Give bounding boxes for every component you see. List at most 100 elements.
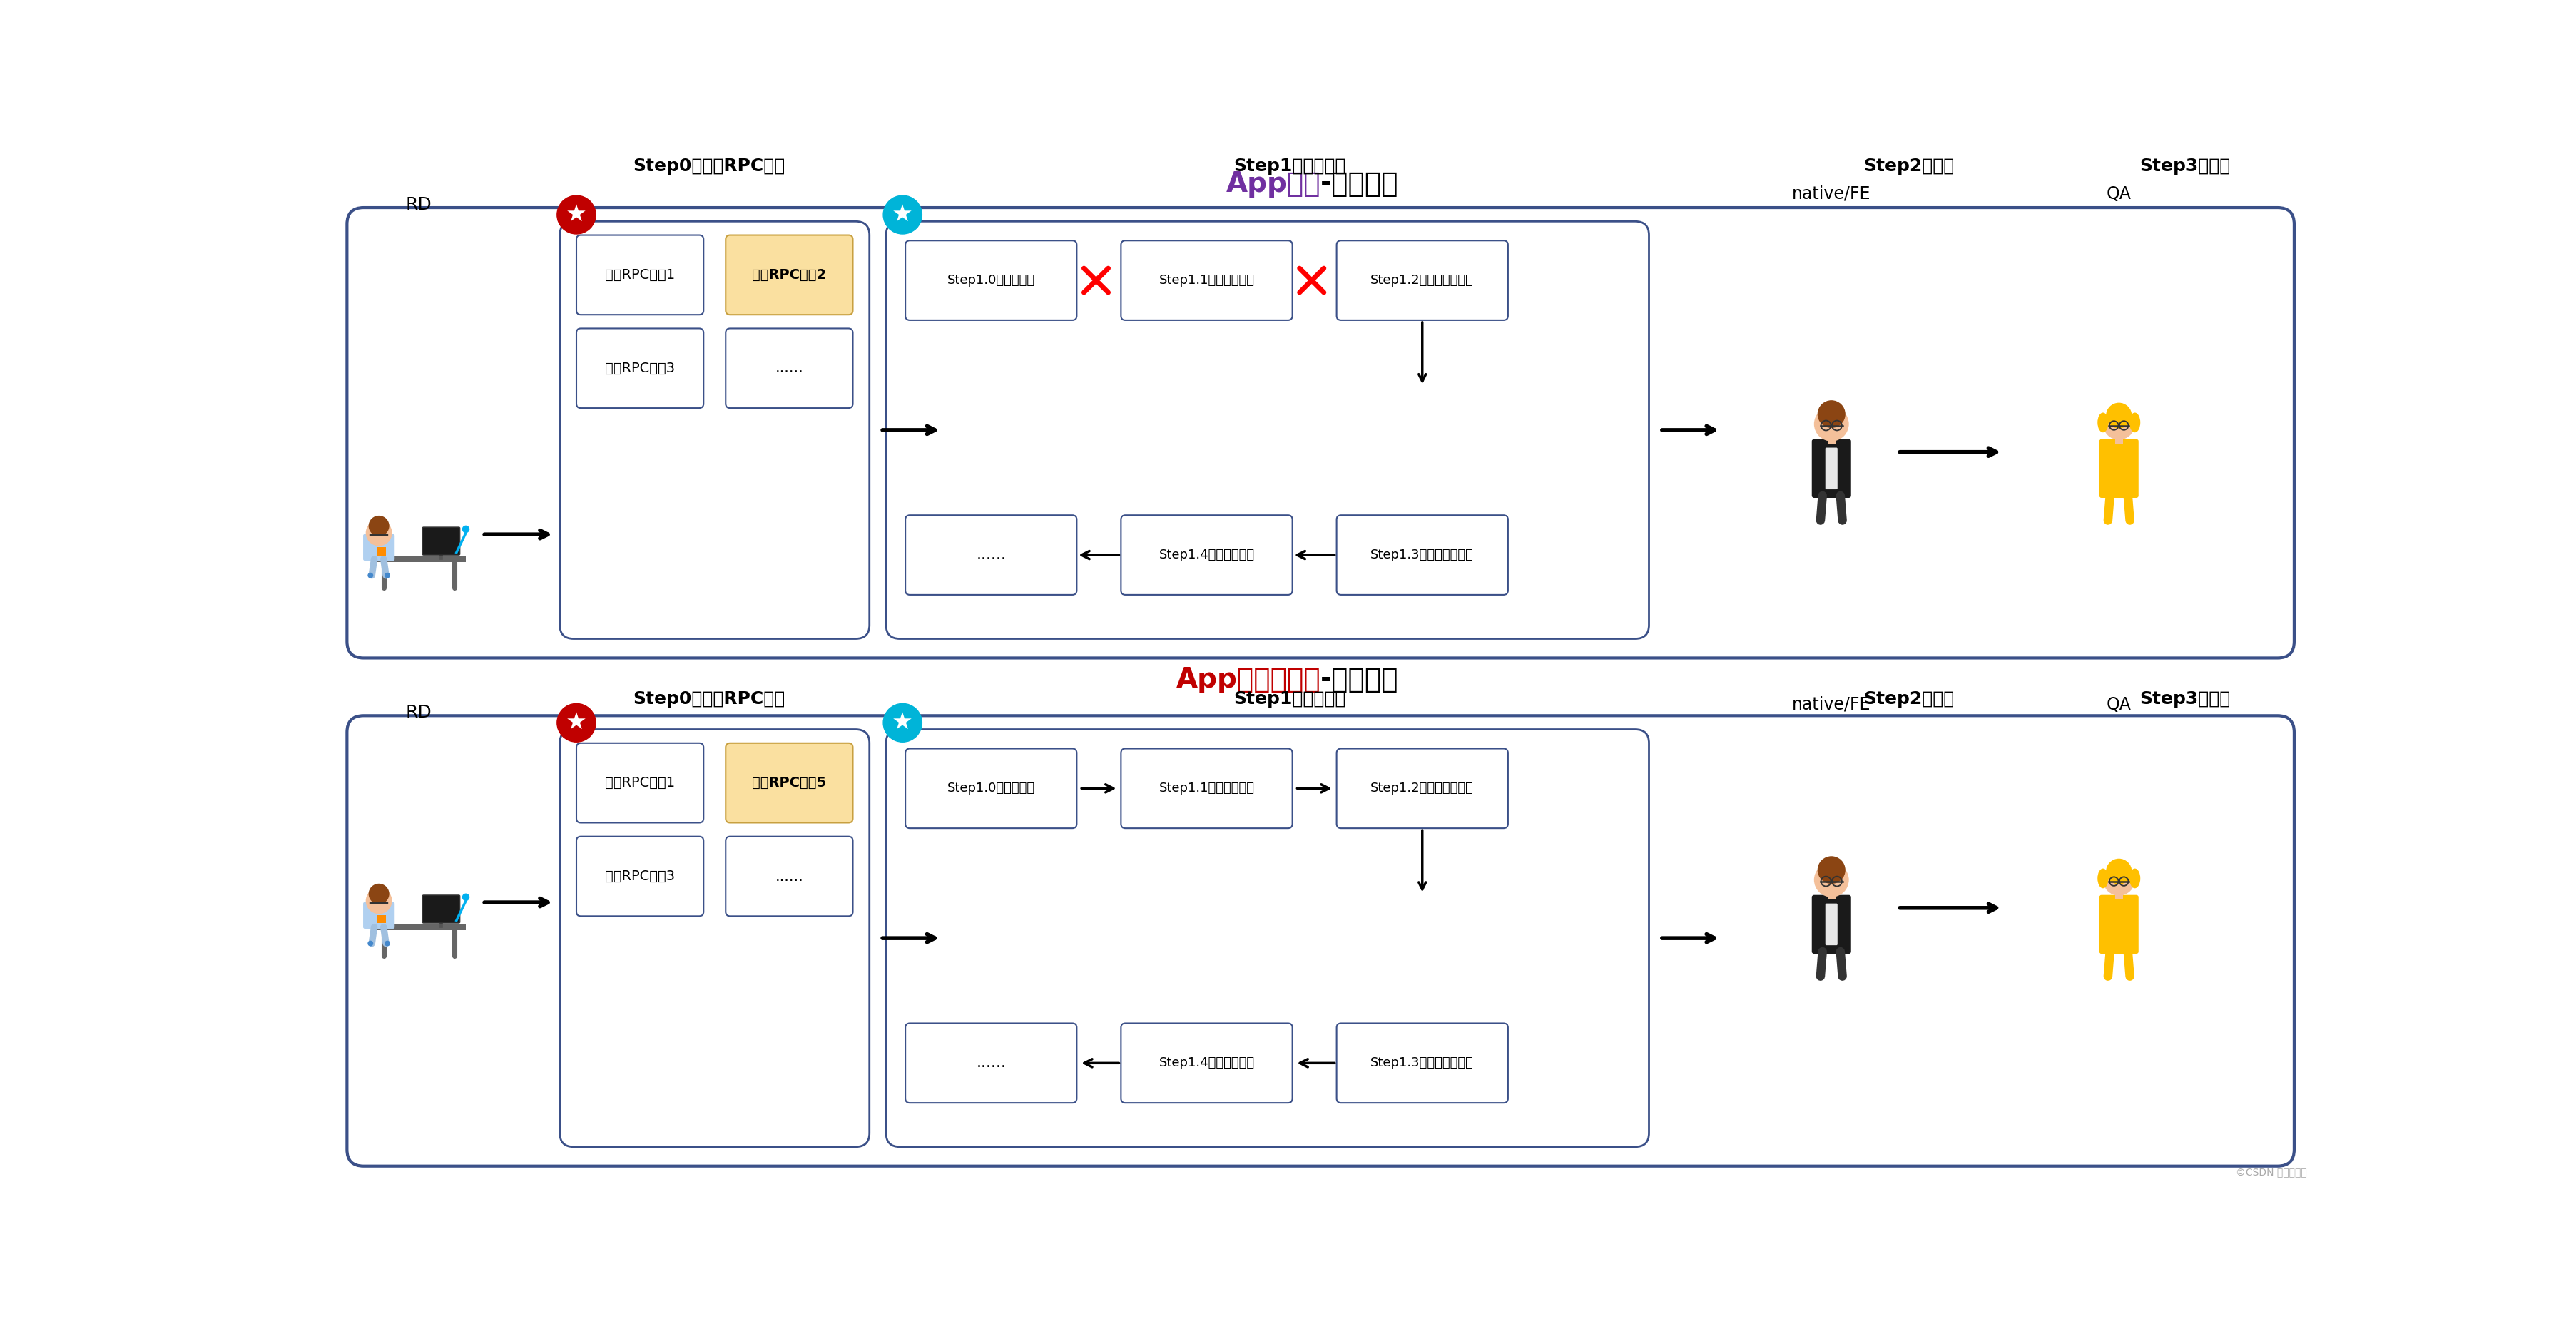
FancyBboxPatch shape	[577, 329, 703, 408]
Text: Step3：测试: Step3：测试	[2138, 158, 2231, 174]
FancyBboxPatch shape	[577, 743, 703, 823]
FancyBboxPatch shape	[2099, 894, 2138, 953]
Circle shape	[366, 520, 392, 546]
Text: QA: QA	[2107, 696, 2130, 713]
Bar	[1826, 890, 1834, 900]
Text: Step1.2：构建活动信息: Step1.2：构建活动信息	[1370, 274, 1473, 287]
Circle shape	[368, 573, 374, 578]
FancyBboxPatch shape	[1121, 515, 1293, 595]
FancyBboxPatch shape	[1811, 894, 1850, 953]
FancyBboxPatch shape	[904, 240, 1077, 320]
Text: Step0：获取RPC数据: Step0：获取RPC数据	[634, 158, 786, 174]
Text: native/FE: native/FE	[1790, 696, 1870, 713]
Bar	[376, 547, 386, 555]
FancyBboxPatch shape	[363, 902, 394, 929]
Bar	[1826, 434, 1834, 444]
FancyBboxPatch shape	[577, 837, 703, 916]
FancyBboxPatch shape	[904, 515, 1077, 595]
Text: Step1.4：构建券标签: Step1.4：构建券标签	[1159, 548, 1255, 562]
Bar	[2115, 434, 2123, 444]
Bar	[376, 915, 386, 924]
Text: App首页: App首页	[1226, 170, 1321, 197]
FancyBboxPatch shape	[422, 896, 459, 923]
Text: 新建RPC模块3: 新建RPC模块3	[605, 869, 675, 884]
Text: Step1.2：构建活动信息: Step1.2：构建活动信息	[1370, 782, 1473, 795]
Text: -开发流程: -开发流程	[1321, 666, 1399, 693]
Ellipse shape	[2097, 869, 2107, 888]
Circle shape	[384, 940, 389, 947]
Text: ★: ★	[567, 202, 587, 227]
Text: ......: ......	[976, 548, 1005, 562]
Ellipse shape	[2128, 869, 2141, 888]
Text: Step1.0：构建标题: Step1.0：构建标题	[948, 274, 1036, 287]
Bar	[371, 557, 466, 562]
Circle shape	[1816, 856, 1844, 884]
FancyBboxPatch shape	[348, 208, 2293, 658]
Circle shape	[1814, 406, 1850, 441]
Circle shape	[2102, 864, 2136, 896]
FancyBboxPatch shape	[422, 527, 459, 555]
Ellipse shape	[2128, 413, 2141, 432]
FancyBboxPatch shape	[726, 837, 853, 916]
FancyBboxPatch shape	[559, 221, 868, 638]
FancyBboxPatch shape	[1337, 240, 1507, 320]
Text: Step0：获取RPC数据: Step0：获取RPC数据	[634, 691, 786, 708]
FancyBboxPatch shape	[348, 716, 2293, 1167]
FancyBboxPatch shape	[1337, 515, 1507, 595]
FancyBboxPatch shape	[559, 730, 868, 1147]
FancyBboxPatch shape	[726, 329, 853, 408]
Text: ©CSDN 老钱技术栈: ©CSDN 老钱技术栈	[2236, 1167, 2306, 1177]
Bar	[371, 924, 466, 929]
Circle shape	[2102, 408, 2136, 440]
FancyBboxPatch shape	[1824, 904, 1837, 945]
FancyBboxPatch shape	[904, 1023, 1077, 1102]
Circle shape	[368, 516, 389, 536]
Text: Step1.4：构建券标签: Step1.4：构建券标签	[1159, 1057, 1255, 1070]
Circle shape	[366, 888, 392, 915]
Ellipse shape	[2097, 413, 2107, 432]
FancyBboxPatch shape	[577, 235, 703, 315]
Text: Step1.1：构建到手价: Step1.1：构建到手价	[1159, 782, 1255, 795]
Text: 新建RPC模块5: 新建RPC模块5	[752, 776, 827, 790]
Circle shape	[884, 196, 922, 233]
Text: RD: RD	[404, 196, 433, 213]
FancyBboxPatch shape	[1337, 1023, 1507, 1102]
Text: Step2：联调: Step2：联调	[1862, 158, 1953, 174]
FancyBboxPatch shape	[1121, 240, 1293, 320]
Text: Step1.0：构建标题: Step1.0：构建标题	[948, 782, 1036, 795]
Circle shape	[2105, 858, 2130, 884]
Text: App收藏夹推荐: App收藏夹推荐	[1175, 666, 1321, 693]
Circle shape	[461, 526, 469, 532]
Circle shape	[384, 573, 389, 578]
FancyBboxPatch shape	[726, 743, 853, 823]
Text: ★: ★	[891, 711, 912, 735]
Text: ★: ★	[567, 711, 587, 735]
Circle shape	[556, 196, 595, 233]
FancyBboxPatch shape	[886, 730, 1649, 1147]
FancyBboxPatch shape	[1337, 748, 1507, 829]
Text: QA: QA	[2107, 185, 2130, 202]
FancyBboxPatch shape	[1121, 1023, 1293, 1102]
Text: ......: ......	[976, 1055, 1005, 1070]
Circle shape	[2105, 402, 2130, 429]
Bar	[2115, 890, 2123, 900]
FancyBboxPatch shape	[1824, 448, 1837, 489]
Text: Step1：数据渲染: Step1：数据渲染	[1234, 691, 1345, 708]
Text: 新建RPC模块3: 新建RPC模块3	[605, 362, 675, 375]
Text: 新建RPC模块1: 新建RPC模块1	[605, 268, 675, 282]
FancyBboxPatch shape	[904, 748, 1077, 829]
Text: Step1.3：构建分期信息: Step1.3：构建分期信息	[1370, 1057, 1473, 1070]
FancyBboxPatch shape	[1811, 439, 1850, 498]
Text: ......: ......	[775, 869, 804, 884]
Text: 新建RPC模块1: 新建RPC模块1	[605, 776, 675, 790]
Text: native/FE: native/FE	[1790, 185, 1870, 202]
Text: Step1.3：构建分期信息: Step1.3：构建分期信息	[1370, 548, 1473, 562]
FancyBboxPatch shape	[726, 235, 853, 315]
Circle shape	[368, 884, 389, 904]
Text: ......: ......	[775, 361, 804, 375]
Text: -开发流程: -开发流程	[1321, 170, 1399, 197]
Text: Step1：数据渲染: Step1：数据渲染	[1234, 158, 1345, 174]
Circle shape	[368, 940, 374, 947]
FancyBboxPatch shape	[1121, 748, 1293, 829]
Text: ★: ★	[891, 202, 912, 227]
